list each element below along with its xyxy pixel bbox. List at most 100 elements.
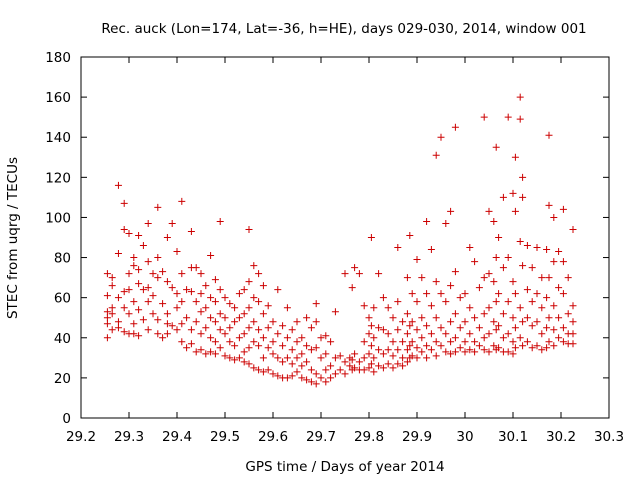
x-tick-label: 29.6 <box>258 429 288 445</box>
data-point <box>221 330 229 338</box>
data-point <box>447 350 455 358</box>
y-tick: 120 <box>45 170 609 186</box>
data-point <box>365 314 373 322</box>
data-point <box>490 217 498 225</box>
data-point <box>569 302 577 310</box>
y-tick: 20 <box>54 371 609 387</box>
data-point <box>495 344 503 352</box>
data-point <box>303 314 311 322</box>
x-tick-label: 29.9 <box>402 429 432 445</box>
data-point <box>461 290 469 298</box>
data-point <box>269 318 277 326</box>
data-point <box>389 352 397 360</box>
data-point <box>408 318 416 326</box>
data-point <box>317 374 325 382</box>
data-point <box>442 298 450 306</box>
data-point <box>523 286 531 294</box>
data-point <box>298 334 306 342</box>
data-point <box>202 324 210 332</box>
data-point <box>250 262 258 270</box>
data-point <box>389 364 397 372</box>
data-point <box>427 246 435 254</box>
data-point <box>480 310 488 318</box>
data-point <box>187 340 195 348</box>
plot-frame <box>80 56 610 419</box>
data-point <box>550 213 558 221</box>
data-point <box>543 246 551 254</box>
data-point <box>216 310 224 318</box>
data-point <box>550 342 558 350</box>
data-point <box>403 330 411 338</box>
data-point <box>370 334 378 342</box>
data-points <box>103 93 577 388</box>
data-point <box>154 274 162 282</box>
data-point <box>516 304 524 312</box>
x-tick-label: 29.4 <box>162 429 192 445</box>
data-point <box>307 324 315 332</box>
data-point <box>178 197 186 205</box>
data-point <box>492 298 500 306</box>
data-point <box>331 308 339 316</box>
x-tick: 29.3 <box>114 57 144 445</box>
data-point <box>250 294 258 302</box>
data-point <box>240 310 248 318</box>
data-point <box>255 270 263 278</box>
data-point <box>178 320 186 328</box>
data-point <box>471 338 479 346</box>
data-point <box>509 314 517 322</box>
data-point <box>130 330 138 338</box>
data-point <box>226 324 234 332</box>
data-point <box>533 244 541 252</box>
data-point <box>504 330 512 338</box>
data-point <box>365 364 373 372</box>
data-point <box>235 314 243 322</box>
data-point <box>511 324 519 332</box>
data-point <box>545 201 553 209</box>
data-point <box>207 334 215 342</box>
data-point <box>144 258 152 266</box>
data-point <box>245 344 253 352</box>
data-point <box>495 322 503 330</box>
data-point <box>235 290 243 298</box>
data-point <box>135 332 143 340</box>
data-point <box>519 193 527 201</box>
data-point <box>130 298 138 306</box>
data-point <box>103 334 111 342</box>
data-point <box>466 346 474 354</box>
data-point <box>403 310 411 318</box>
data-point <box>298 374 306 382</box>
chart-title: Rec. auck (Lon=174, Lat=-36, h=HE), days… <box>101 21 586 37</box>
data-point <box>355 358 363 366</box>
data-point <box>519 262 527 270</box>
data-point <box>475 284 483 292</box>
data-point <box>504 298 512 306</box>
data-point <box>255 298 263 306</box>
data-point <box>322 350 330 358</box>
data-point <box>485 207 493 215</box>
data-point <box>365 330 373 338</box>
data-point <box>485 270 493 278</box>
data-point <box>375 270 383 278</box>
y-tick: 140 <box>45 130 609 146</box>
data-point <box>351 350 359 358</box>
data-point <box>504 113 512 121</box>
data-point <box>519 318 527 326</box>
data-point <box>379 294 387 302</box>
data-point <box>403 274 411 282</box>
x-tick-label: 30.3 <box>594 429 624 445</box>
data-point <box>274 354 282 362</box>
data-point <box>413 298 421 306</box>
data-point <box>250 318 258 326</box>
data-point <box>447 282 455 290</box>
data-point <box>187 326 195 334</box>
data-point <box>298 350 306 358</box>
data-point <box>466 330 474 338</box>
data-point <box>499 334 507 342</box>
data-point <box>528 344 536 352</box>
data-point <box>108 304 116 312</box>
y-tick: 80 <box>54 251 609 267</box>
data-point <box>490 318 498 326</box>
data-point <box>545 274 553 282</box>
data-point <box>221 352 229 360</box>
data-point <box>485 304 493 312</box>
